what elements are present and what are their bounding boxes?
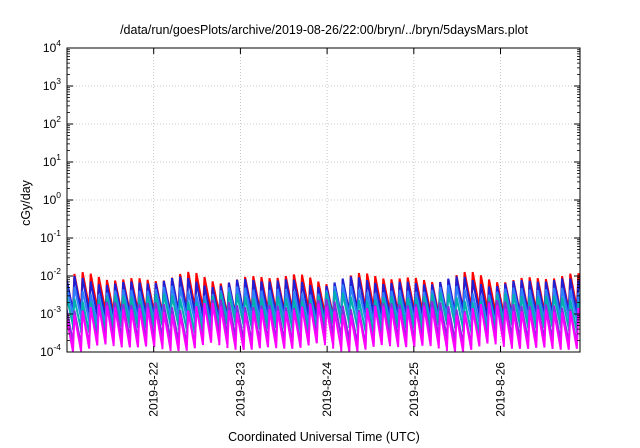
x-tick-label: 2019-8-23 [233, 362, 247, 417]
y-tick-base: 10 [43, 193, 57, 207]
x-tick-label: 2019-8-24 [320, 362, 334, 417]
y-tick-exponent: 3 [56, 76, 61, 86]
y-tick-label: 101 [43, 152, 61, 169]
y-tick-base: 10 [43, 155, 57, 169]
y-tick-base: 10 [43, 79, 57, 93]
y-tick-label: 10-3 [40, 304, 61, 321]
y-tick-base: 10 [40, 231, 54, 245]
axis-ticks [67, 47, 580, 353]
x-tick-label: 2019-8-25 [407, 362, 421, 417]
y-tick-exponent: 4 [56, 38, 61, 48]
y-tick-exponent: -4 [53, 342, 61, 352]
y-tick-base: 10 [43, 117, 57, 131]
y-tick-label: 10-2 [40, 266, 61, 283]
y-tick-exponent: -3 [53, 304, 61, 314]
x-axis-label: Coordinated Universal Time (UTC) [228, 430, 420, 444]
y-tick-label: 104 [43, 38, 61, 55]
y-tick-base: 10 [43, 41, 57, 55]
y-tick-exponent: -2 [53, 266, 61, 276]
y-tick-label: 102 [43, 114, 61, 131]
y-tick-label: 10-1 [40, 228, 61, 245]
x-tick-label: 2019-8-22 [147, 362, 161, 417]
y-tick-label: 103 [43, 76, 61, 93]
y-axis-label: cGy/day [19, 179, 33, 226]
x-tick-labels: 2019-8-22 2019-8-23 2019-8-24 2019-8-25 2019… [147, 362, 508, 417]
y-tick-label: 10-4 [40, 342, 61, 359]
y-tick-exponent: 0 [56, 190, 61, 200]
chart-title: /data/run/goesPlots/archive/2019-08-26/2… [120, 23, 528, 37]
y-tick-exponent: -1 [53, 228, 61, 238]
y-tick-base: 10 [40, 269, 54, 283]
x-tick-label: 2019-8-26 [494, 362, 508, 417]
y-tick-exponent: 2 [56, 114, 61, 124]
y-tick-label: 100 [43, 190, 61, 207]
data-series [67, 271, 580, 352]
y-tick-base: 10 [40, 345, 54, 359]
y-tick-exponent: 1 [56, 152, 61, 162]
y-tick-base: 10 [40, 307, 54, 321]
